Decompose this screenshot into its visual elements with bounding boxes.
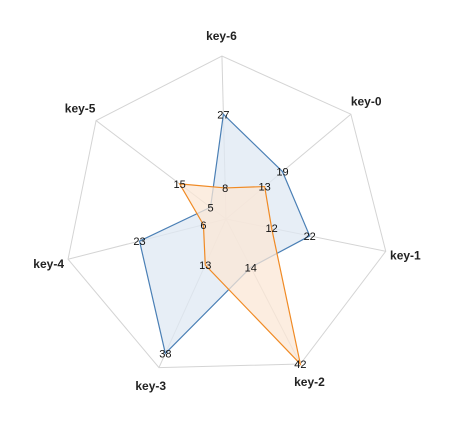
axis-labels: key-0 key-1 key-2 key-3 key-4 key-5 key-6 <box>33 29 421 393</box>
value-label-series-1-key-1: 12 <box>266 223 278 235</box>
axis-label-key-2: key-2 <box>294 375 325 389</box>
value-label-series-1-key-2: 42 <box>294 359 306 371</box>
axis-label-key-4: key-4 <box>33 257 64 271</box>
value-label-series-0-key-3: 38 <box>159 348 171 360</box>
value-label-series-1-key-3: 13 <box>199 260 211 272</box>
series-1-area <box>178 183 302 366</box>
axis-label-key-5: key-5 <box>65 102 96 116</box>
value-label-series-1-key-0: 13 <box>259 182 271 194</box>
value-label-series-1-key-4: 6 <box>200 220 206 232</box>
value-label-series-1-key-5: 15 <box>173 179 185 191</box>
axis-label-key-1: key-1 <box>390 248 421 262</box>
value-label-series-0-key-2: 14 <box>245 262 257 274</box>
series-areas <box>138 112 311 366</box>
axis-label-key-3: key-3 <box>135 379 166 393</box>
value-labels: 19 22 14 38 23 5 27 13 12 42 13 6 15 8 <box>133 109 315 371</box>
value-label-series-0-key-5: 5 <box>207 202 213 214</box>
axis-label-key-6: key-6 <box>206 29 237 43</box>
value-label-series-1-key-6: 8 <box>222 183 228 195</box>
axis-label-key-0: key-0 <box>351 94 382 108</box>
value-label-series-0-key-0: 19 <box>276 167 288 179</box>
value-label-series-0-key-1: 22 <box>304 231 316 243</box>
value-label-series-0-key-6: 27 <box>217 109 229 121</box>
grid-outline <box>67 55 387 369</box>
value-label-series-0-key-4: 23 <box>133 236 145 248</box>
